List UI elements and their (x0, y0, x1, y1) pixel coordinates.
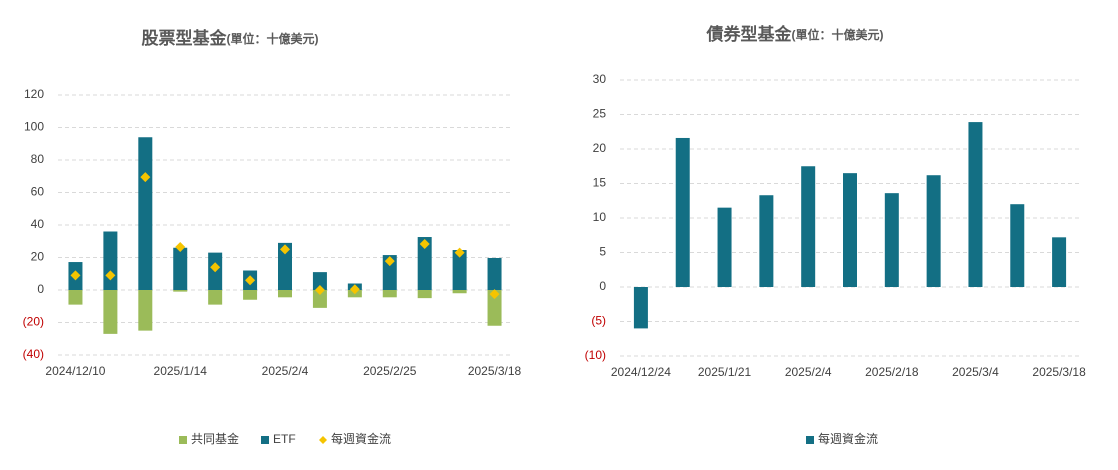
y-tick-label: (10) (585, 348, 606, 362)
total-marker (210, 262, 221, 273)
y-tick-label: 20 (593, 141, 607, 155)
legend-label: 共同基金 (191, 431, 239, 446)
x-tick-label: 2025/2/4 (262, 364, 309, 378)
bar (103, 231, 118, 290)
bar (138, 290, 153, 331)
bar (717, 207, 732, 287)
bar (243, 290, 258, 300)
legend-swatch (261, 436, 269, 444)
bar (452, 250, 467, 290)
x-tick-label: 2025/1/14 (154, 364, 208, 378)
bar (843, 173, 857, 287)
total-marker (454, 247, 465, 258)
x-tick-label: 2025/3/18 (1032, 365, 1086, 379)
total-marker (419, 239, 430, 250)
legend-item: 每週資金流 (806, 431, 878, 446)
y-tick-label: 5 (599, 245, 606, 259)
bar (173, 290, 188, 292)
bar (487, 257, 502, 290)
y-tick-label: 30 (593, 72, 607, 86)
y-tick-label: (40) (23, 347, 44, 361)
bar (208, 290, 223, 305)
total-marker (245, 275, 256, 286)
y-tick-label: 15 (593, 176, 607, 190)
bar (173, 247, 188, 290)
total-marker (489, 289, 500, 300)
bar (1010, 204, 1025, 287)
y-tick-label: 0 (599, 279, 606, 293)
bar (884, 193, 899, 287)
y-tick-label: 100 (24, 120, 44, 134)
y-tick-label: 10 (593, 210, 607, 224)
total-marker (349, 284, 360, 295)
x-tick-label: 2025/1/21 (698, 365, 752, 379)
chart-title-main: 股票型基金 (142, 28, 228, 48)
x-tick-label: 2025/3/4 (952, 365, 999, 379)
bar (1052, 237, 1067, 287)
x-tick-label: 2024/12/24 (611, 365, 671, 379)
x-tick-label: 2025/2/4 (785, 365, 832, 379)
x-tick-label: 2024/12/10 (45, 364, 105, 378)
y-tick-label: 0 (37, 282, 44, 296)
bar (312, 272, 327, 290)
chart-unit: (單位：十億美元) (227, 31, 319, 46)
bar (675, 137, 690, 287)
y-tick-label: 25 (593, 107, 607, 121)
bar (312, 290, 327, 308)
y-tick-label: 20 (31, 250, 45, 264)
bar (382, 290, 397, 298)
chart-title: 債券型基金(單位：十億美元) (706, 24, 884, 44)
chart-title: 股票型基金(單位：十億美元) (142, 28, 319, 48)
y-tick-label: (5) (591, 314, 606, 328)
bar (138, 137, 153, 290)
x-tick-label: 2025/2/18 (865, 365, 919, 379)
y-tick-label: 60 (31, 185, 45, 199)
bar (382, 255, 397, 290)
bar (633, 287, 648, 329)
bar (487, 290, 502, 326)
chart-title-main: 債券型基金 (706, 24, 793, 44)
total-marker (175, 241, 186, 252)
legend-label: 每週資金流 (818, 431, 878, 446)
bar (417, 290, 432, 299)
legend-label: ETF (273, 432, 296, 446)
y-tick-label: 120 (24, 87, 44, 101)
total-marker (140, 172, 151, 183)
chart-unit: (單位：十億美元) (792, 27, 884, 42)
y-tick-label: (20) (23, 315, 44, 329)
legend-item: ETF (261, 432, 296, 446)
total-marker (70, 270, 81, 281)
y-tick-label: 40 (31, 217, 45, 231)
legend-item: 共同基金 (179, 431, 239, 446)
x-tick-label: 2025/3/18 (468, 364, 522, 378)
bar (926, 175, 941, 287)
legend-swatch (179, 436, 187, 444)
legend-item: 每週資金流 (319, 431, 391, 446)
bar (68, 290, 83, 305)
total-marker (280, 244, 290, 255)
legend-swatch (806, 436, 814, 444)
total-marker (105, 270, 116, 281)
chart: 債券型基金(單位：十億美元) (10) (5) 0 5 10 15 20 25 30 2024/12… (585, 24, 1086, 446)
bar (103, 290, 118, 334)
bar (968, 122, 983, 287)
legend-swatch (319, 436, 327, 444)
bar (417, 237, 432, 290)
y-tick-label: 80 (31, 152, 45, 166)
bar (278, 242, 292, 290)
bar (759, 195, 774, 287)
x-tick-label: 2025/2/25 (363, 364, 417, 378)
bar (801, 166, 816, 287)
chart: 股票型基金(單位：十億美元) (40) (20) 0 20 40 60 80 100 120 202… (23, 28, 522, 446)
total-marker (384, 256, 395, 267)
bar (278, 290, 292, 298)
bar (452, 290, 467, 294)
total-marker (314, 285, 325, 295)
legend-label: 每週資金流 (331, 431, 391, 446)
